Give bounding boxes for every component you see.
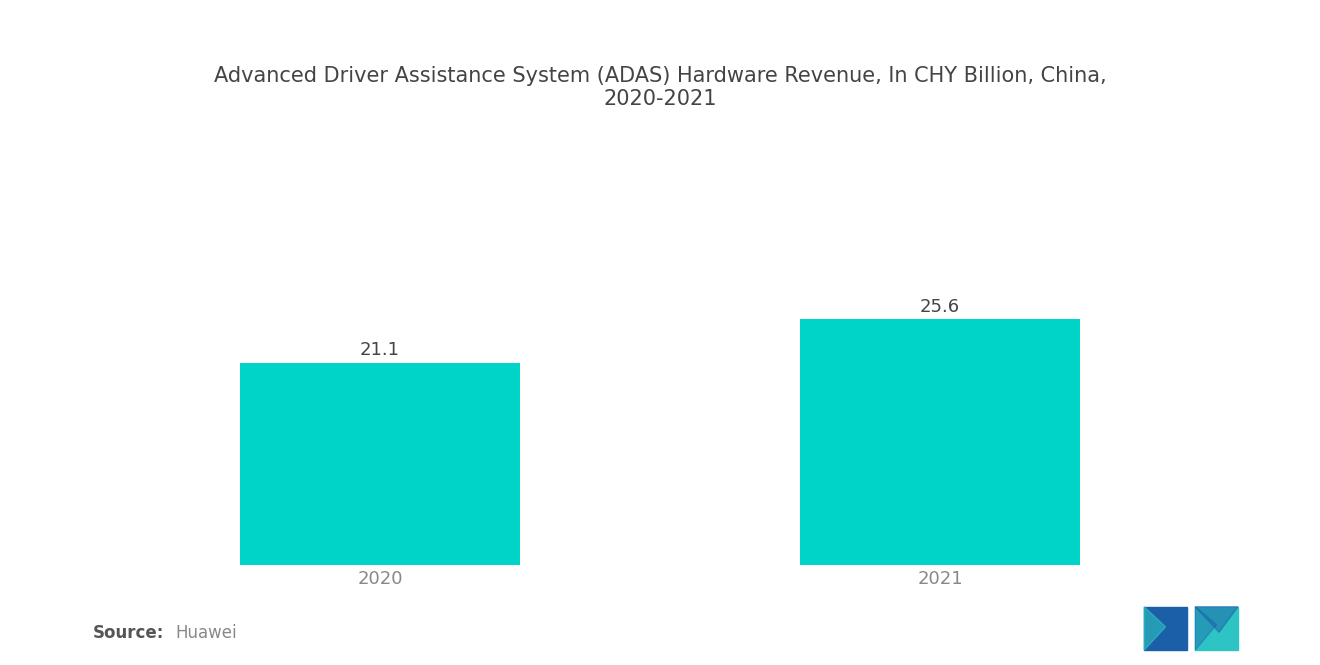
- Polygon shape: [1144, 606, 1187, 650]
- Text: Huawei: Huawei: [176, 624, 238, 642]
- Text: 21.1: 21.1: [360, 340, 400, 358]
- Text: 25.6: 25.6: [920, 297, 960, 315]
- Bar: [240, 362, 520, 565]
- Title: Advanced Driver Assistance System (ADAS) Hardware Revenue, In CHY Billion, China: Advanced Driver Assistance System (ADAS)…: [214, 66, 1106, 109]
- Polygon shape: [1144, 606, 1166, 650]
- Text: Source:: Source:: [92, 624, 164, 642]
- Polygon shape: [1196, 606, 1238, 650]
- Bar: [800, 319, 1080, 565]
- Polygon shape: [1196, 606, 1238, 632]
- Polygon shape: [1196, 606, 1217, 650]
